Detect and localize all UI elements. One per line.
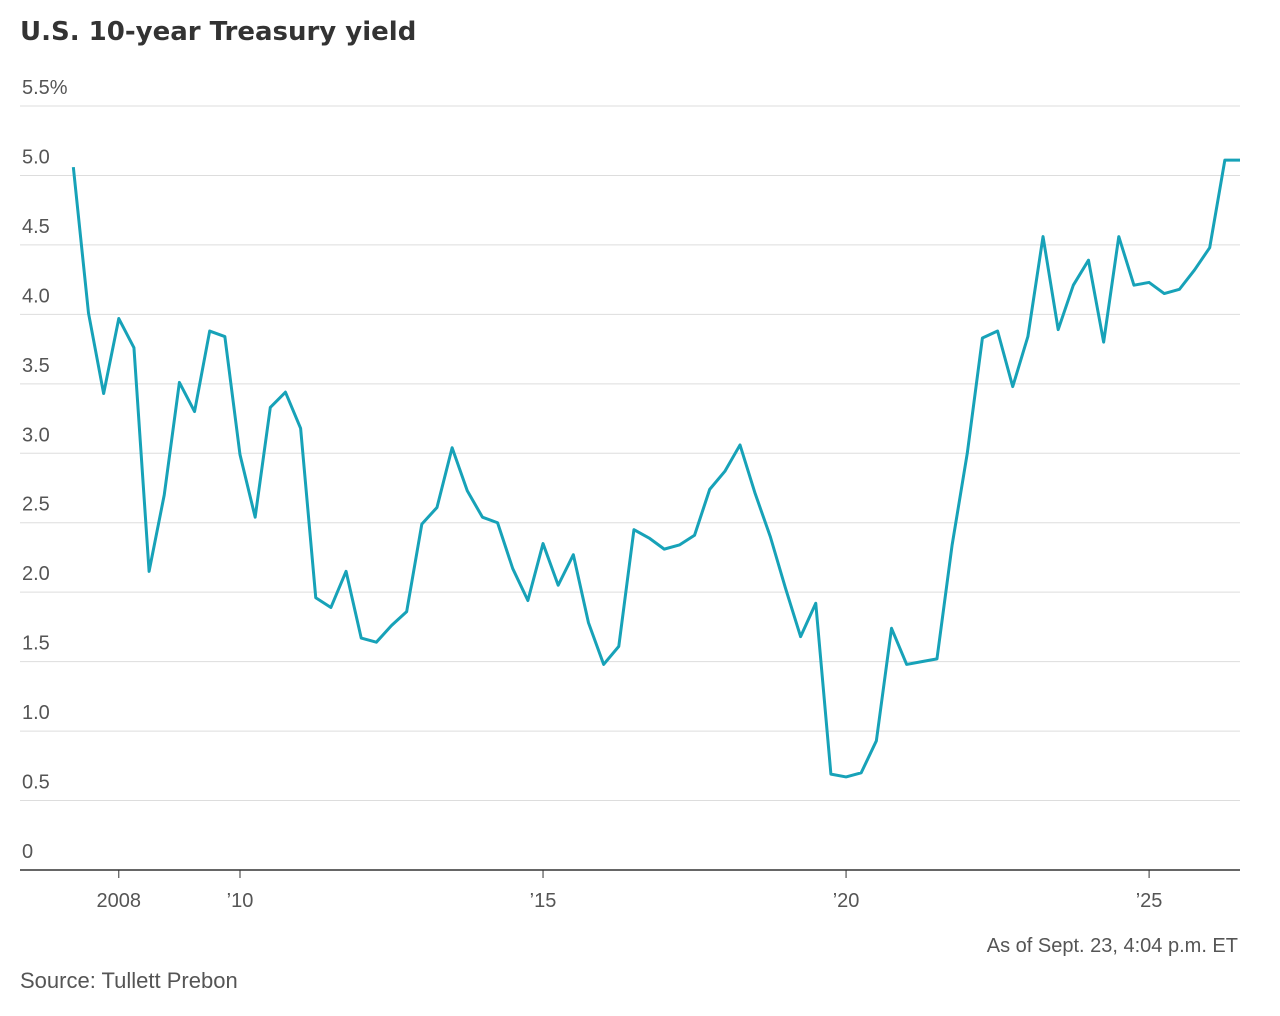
y-tick-label: 5.5% bbox=[22, 77, 68, 99]
x-tick-label: 2008 bbox=[97, 890, 142, 912]
y-tick-label: 4.0 bbox=[22, 285, 50, 307]
y-tick-label: 3.0 bbox=[22, 424, 50, 446]
y-tick-label: 0.5 bbox=[22, 772, 50, 794]
y-tick-label: 3.5 bbox=[22, 355, 50, 377]
y-tick-label: 1.5 bbox=[22, 633, 50, 655]
note: As of Sept. 23, 4:04 p.m. ET bbox=[987, 935, 1238, 957]
x-tick-label: ’20 bbox=[833, 890, 860, 912]
y-tick-label: 2.0 bbox=[22, 563, 50, 585]
y-tick-label: 0 bbox=[22, 841, 33, 863]
line bbox=[71, 158, 1240, 779]
x-tick-label: ’15 bbox=[530, 890, 557, 912]
source: Source: Tullett Prebon bbox=[20, 968, 238, 993]
y-tick-label: 2.5 bbox=[22, 494, 50, 516]
x-tick-label: ’10 bbox=[227, 890, 254, 912]
y-tick-label: 5.0 bbox=[22, 146, 50, 168]
y-tick-label: 4.5 bbox=[22, 216, 50, 238]
x-tick-label: ’25 bbox=[1136, 890, 1163, 912]
chart-title: U.S. 10-year Treasury yield bbox=[20, 17, 416, 47]
y-tick-label: 1.0 bbox=[22, 702, 50, 724]
